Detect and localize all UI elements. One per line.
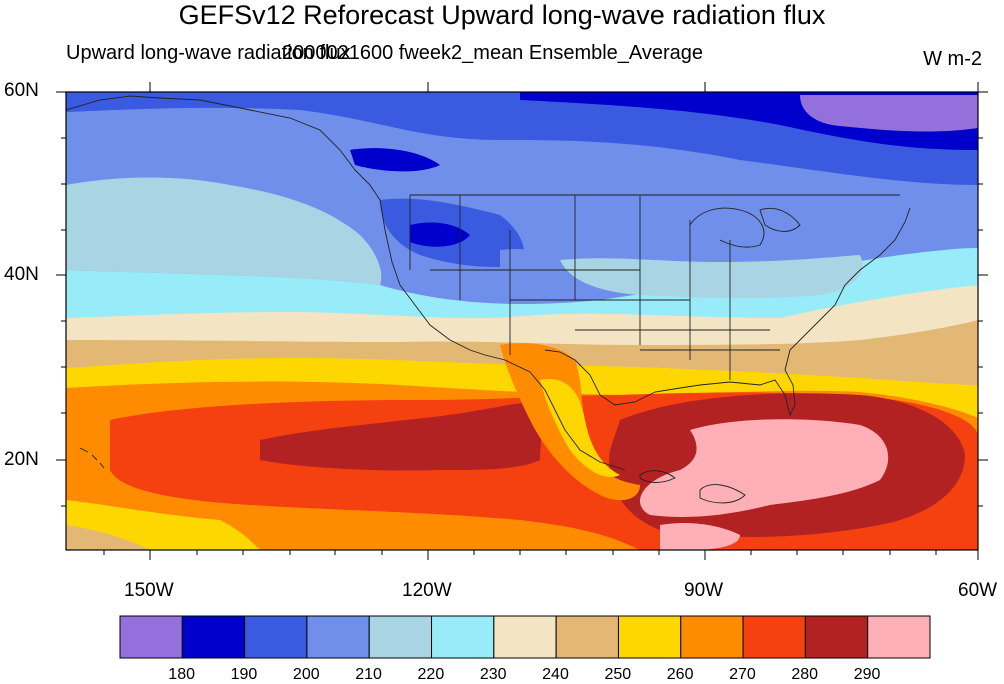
colorbar-level-label: 280 xyxy=(791,666,819,683)
lon-label-90w: 90W xyxy=(684,580,724,601)
lon-ticks xyxy=(103,82,979,560)
colorbar-level-label: 290 xyxy=(853,666,881,683)
colorbar-swatch xyxy=(617,615,682,659)
colorbar-level-label: 210 xyxy=(355,666,382,683)
colorbar-swatch xyxy=(431,615,495,659)
colorbar-level-label: 220 xyxy=(417,666,445,683)
colorbar-level-label: 190 xyxy=(230,666,258,683)
units-label: W m-2 xyxy=(923,48,982,70)
colorbar-level-label: 270 xyxy=(729,666,756,683)
colorbar-swatch xyxy=(368,615,433,659)
colorbar xyxy=(119,615,931,659)
forecast-info-label: 2000021600 fweek2_mean Ensemble_Average xyxy=(282,42,704,64)
colorbar-level-label: 250 xyxy=(604,666,632,683)
lat-label-40n: 40N xyxy=(4,264,39,285)
radiation-field xyxy=(66,92,978,550)
colorbar-swatch xyxy=(119,615,183,659)
map-title: GEFSv12 Reforecast Upward long-wave radi… xyxy=(178,0,826,30)
colorbar-swatch xyxy=(555,615,619,659)
lon-label-150w: 150W xyxy=(124,580,174,601)
colorbar-swatch xyxy=(867,615,931,659)
lon-label-60w: 60W xyxy=(958,580,998,601)
colorbar-level-label: 260 xyxy=(666,666,694,683)
lat-label-20n: 20N xyxy=(4,449,39,470)
colorbar-level-label: 200 xyxy=(292,666,320,683)
variable-name-label: Upward long-wave radiation flux xyxy=(66,42,351,64)
colorbar-level-label: 180 xyxy=(168,666,195,683)
colorbar-level-label: 230 xyxy=(479,666,507,683)
colorbar-swatch xyxy=(493,615,557,659)
lat-ticks xyxy=(56,91,988,507)
colorbar-swatch xyxy=(804,615,869,659)
coastlines xyxy=(66,95,911,504)
colorbar-swatch xyxy=(306,615,370,659)
lon-label-120w: 120W xyxy=(402,580,452,601)
colorbar-swatch xyxy=(680,615,744,659)
colorbar-level-label: 240 xyxy=(542,666,569,683)
lat-label-60n: 60N xyxy=(4,80,39,101)
colorbar-swatch xyxy=(181,615,246,659)
colorbar-swatch xyxy=(742,615,806,659)
colorbar-swatch xyxy=(244,615,308,659)
